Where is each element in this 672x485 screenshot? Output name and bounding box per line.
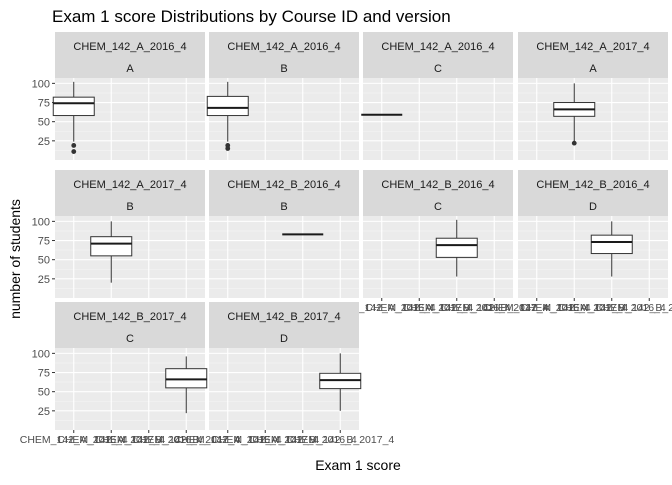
facet-panel: CHEM_142_A_2016_4 B — [206, 32, 359, 160]
facet-strip — [363, 170, 513, 216]
facet-panels: CHEM_142_A_2016_4A255075100CHEM_142_A_20… — [20, 32, 672, 446]
y-tick-label: 75 — [38, 98, 50, 110]
facet-course-label: CHEM_142_A_2016_4 — [227, 41, 340, 53]
facet-course-label: CHEM_142_A_2016_4 — [73, 41, 186, 53]
facet-course-label: CHEM_142_A_2017_4 — [73, 179, 186, 191]
facet-strip — [55, 302, 205, 348]
boxplot — [165, 356, 208, 414]
facet-panel: CHEM_142_A_2017_4 A — [518, 32, 668, 160]
x-tick-label: CHEM_142_A_2016_4 — [483, 302, 591, 314]
y-tick-label: 25 — [38, 406, 50, 418]
facet-version-label: A — [589, 63, 597, 75]
y-tick-label: 100 — [32, 78, 50, 90]
facet-strip — [55, 170, 205, 216]
x-tick-label: CHEM_142_A_2017_4 — [520, 302, 628, 314]
box-iqr — [590, 234, 633, 255]
facet-panel: CHEM_142_A_2016_4 C — [361, 32, 513, 160]
facet-version-label: C — [434, 201, 442, 213]
box-iqr — [52, 96, 95, 117]
chart-title: Exam 1 score Distributions by Course ID … — [52, 7, 451, 26]
x-tick-label: CHEM_142_A_2017_4 — [211, 434, 319, 446]
y-axis-label: number of students — [7, 199, 23, 319]
x-tick-label: CHEM_142_A_2016_4 — [174, 434, 282, 446]
panel-background — [209, 216, 359, 298]
y-tick-label: 50 — [38, 117, 50, 129]
facet-course-label: CHEM_142_A_2016_4 — [381, 41, 494, 53]
outlier-point — [225, 146, 231, 151]
facet-strip — [209, 32, 359, 78]
x-tick-label: CHEM_142_A_2016_4 — [20, 434, 128, 446]
facet-version-label: B — [280, 201, 287, 213]
boxplot — [553, 83, 596, 146]
y-tick-label: 25 — [38, 274, 50, 286]
box-iqr — [206, 95, 249, 117]
facet-panel: CHEM_142_B_2016_4CCHEM_142_A_2016_4CHEM_… — [328, 170, 548, 314]
y-tick-label: 100 — [32, 348, 50, 360]
x-tick-label: CHEM_142_A_2017_4 — [57, 434, 165, 446]
y-tick-label: 75 — [38, 368, 50, 380]
boxplot — [90, 221, 133, 283]
facet-course-label: CHEM_142_B_2016_4 — [227, 179, 340, 191]
facet-panel: CHEM_142_A_2016_4 A 25 50 75 100 — [32, 32, 205, 160]
facet-strip — [209, 170, 359, 216]
y-tick-label: 100 — [32, 216, 50, 228]
facet-course-label: CHEM_142_B_2016_4 — [536, 179, 649, 191]
boxplot — [590, 221, 633, 277]
panel-background — [363, 78, 513, 160]
facet-version-label: C — [126, 333, 134, 345]
boxplot — [206, 81, 249, 151]
facet-strip — [363, 32, 513, 78]
facet-panel: CHEM_142_B_2016_4DCHEM_142_A_2016_4CHEM_… — [483, 170, 672, 314]
boxplot — [319, 353, 362, 411]
facet-version-label: B — [126, 201, 133, 213]
facet-strip — [518, 170, 668, 216]
x-tick-label: CHEM_142_B_2016_4 — [558, 302, 666, 314]
outlier-point — [571, 140, 577, 146]
facet-strip — [518, 32, 668, 78]
x-tick-label: CHEM_142_A_2017_4 — [365, 302, 473, 314]
facet-strip — [209, 302, 359, 348]
facet-version-label: B — [280, 63, 287, 75]
x-tick-label: CHEM_142_B_2017_4 — [595, 302, 672, 314]
panel-background — [518, 216, 668, 298]
facet-course-label: CHEM_142_B_2016_4 — [381, 179, 494, 191]
x-tick-label: CHEM_142_B_2017_4 — [286, 434, 394, 446]
y-tick-label: 50 — [38, 387, 50, 399]
y-tick-label: 75 — [38, 236, 50, 248]
box-iqr — [90, 236, 133, 257]
panel-background — [55, 348, 205, 430]
x-tick-label: CHEM_142_B_2017_4 — [440, 302, 548, 314]
outlier-point — [71, 149, 77, 154]
facet-course-label: CHEM_142_B_2017_4 — [73, 311, 186, 323]
facet-version-label: C — [434, 63, 442, 75]
facet-version-label: A — [126, 63, 134, 75]
facet-version-label: D — [589, 201, 597, 213]
panel-background — [518, 78, 668, 160]
facet-panel: CHEM_142_B_2017_4DCHEM_142_A_2016_4CHEM_… — [174, 302, 394, 446]
panel-background — [209, 78, 359, 160]
y-tick-label: 25 — [38, 136, 50, 148]
facet-version-label: D — [280, 333, 288, 345]
x-tick-label: CHEM_142_B_2016_4 — [95, 434, 203, 446]
facet-panel: CHEM_142_A_2017_4 B 25 50 75 100 — [32, 170, 205, 298]
x-tick-label: CHEM_142_B_2017_4 — [132, 434, 240, 446]
boxplot — [52, 81, 95, 154]
facet-panel: CHEM_142_B_2016_4 B — [209, 170, 359, 298]
box-iqr — [435, 237, 478, 258]
box-iqr — [165, 368, 208, 389]
facet-course-label: CHEM_142_B_2017_4 — [227, 311, 340, 323]
facet-strip — [55, 32, 205, 78]
facet-course-label: CHEM_142_A_2017_4 — [536, 41, 649, 53]
outlier-point — [71, 143, 77, 148]
boxplot — [435, 219, 478, 277]
panel-background — [55, 78, 205, 160]
x-tick-label: CHEM_142_B_2016_4 — [249, 434, 357, 446]
panel-background — [55, 216, 205, 298]
x-axis-label: Exam 1 score — [315, 457, 401, 473]
x-tick-label: CHEM_142_B_2016_4 — [403, 302, 511, 314]
y-tick-label: 50 — [38, 255, 50, 267]
facet-panel: CHEM_142_B_2017_4 C 25 50 75 100 CHEM_142_A_20… — [20, 302, 240, 446]
